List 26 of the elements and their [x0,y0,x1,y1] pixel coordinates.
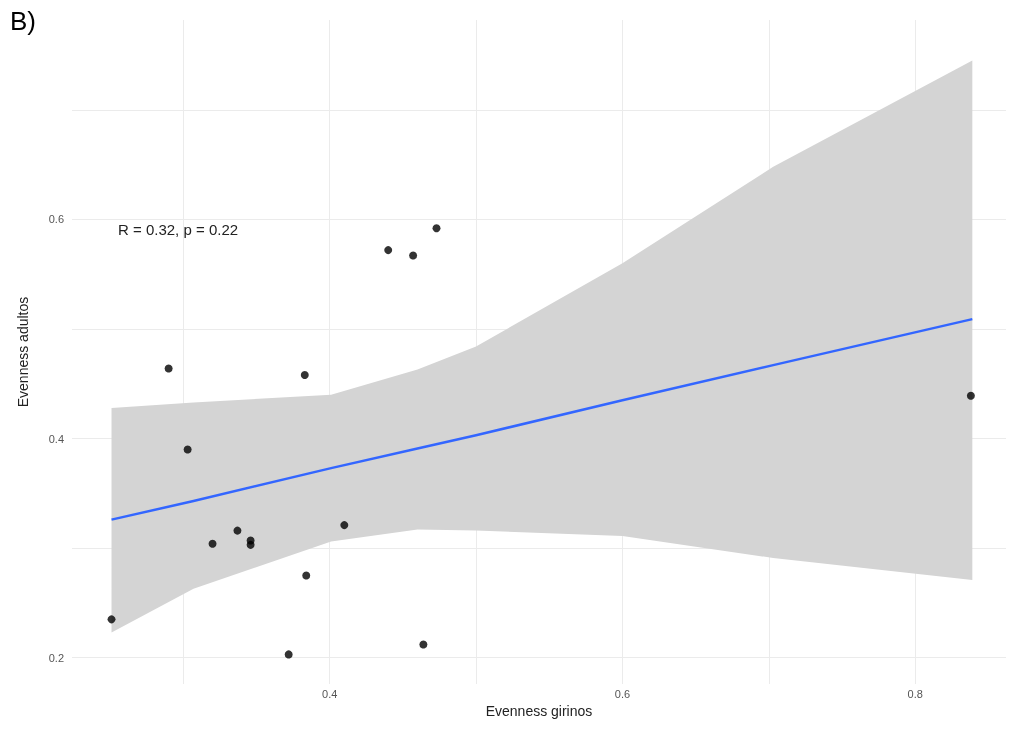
x-axis-title: Evenness girinos [485,702,593,719]
point [246,540,255,549]
y-axis-title: Evenness adultos [15,296,31,408]
point [302,571,311,580]
point [208,539,217,548]
y-tick-label: 0.4 [48,432,64,445]
x-tick-label: 0.8 [907,687,923,700]
point [419,640,428,649]
point [107,615,116,624]
point [432,224,441,233]
point [183,445,192,454]
point [409,251,418,260]
annotation: R = 0.32, p = 0.22 [118,221,239,238]
point [164,364,173,373]
x-tick-label: 0.4 [322,687,338,700]
point [233,526,242,535]
point [966,391,975,400]
x-tick-label: 0.6 [614,687,631,700]
y-tick-label: 0.6 [48,213,64,226]
point [284,650,293,659]
line-series [110,317,974,521]
point [300,371,309,380]
point [384,246,393,255]
point [340,521,349,530]
y-tick-label: 0.2 [48,651,64,664]
chart-title: B) [10,6,36,36]
